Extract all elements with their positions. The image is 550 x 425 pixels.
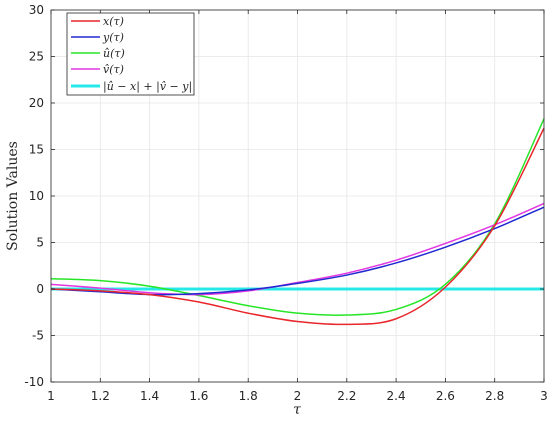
- legend-label-u-hat: û(τ): [103, 47, 125, 60]
- y-tick-label: 20: [29, 96, 44, 110]
- y-tick-label: 15: [29, 143, 44, 157]
- y-tick-label: -10: [24, 375, 44, 389]
- legend-label-y: y(τ): [102, 31, 124, 44]
- y-axis-label: Solution Values: [5, 141, 21, 251]
- legend-label-v-hat: v̂(τ): [103, 63, 124, 76]
- series-line-0: [50, 127, 545, 326]
- x-tick-label: 2.8: [485, 389, 504, 403]
- x-tick-label: 2: [294, 389, 302, 403]
- legend-label-x: x(τ): [103, 15, 124, 28]
- x-tick-label: 1.2: [91, 389, 110, 403]
- x-tick-label: 3: [540, 389, 548, 403]
- x-tick-label: 1.4: [140, 389, 159, 403]
- y-tick-label: 10: [29, 189, 44, 203]
- series-line-3: [50, 202, 545, 296]
- x-tick-label: 2.6: [436, 389, 455, 403]
- y-tick-label: 25: [29, 50, 44, 64]
- legend: x(τ) y(τ) û(τ) v̂(τ) |û − x| + |v̂ − y|: [66, 12, 195, 96]
- x-tick-label: 1: [47, 389, 55, 403]
- x-tick-label: 1.8: [239, 389, 258, 403]
- y-tick-label: -5: [32, 329, 44, 343]
- axis-ticks: [50, 9, 545, 383]
- legend-label-error: |û − x| + |v̂ − y|: [103, 80, 192, 94]
- series-line-2: [50, 118, 545, 316]
- legend-box: [66, 12, 195, 96]
- y-tick-labels: -10 -5 0 5 10 15 20 25 30: [24, 3, 44, 389]
- x-tick-labels: 1 1.2 1.4 1.6 1.8 2 2.2 2.4 2.6 2.8 3: [47, 389, 548, 403]
- x-tick-label: 2.2: [337, 389, 356, 403]
- y-tick-label: 5: [36, 236, 44, 250]
- x-tick-label: 2.4: [387, 389, 406, 403]
- y-tick-label: 0: [36, 282, 44, 296]
- series-line-1: [50, 206, 545, 296]
- x-axis-label: τ: [293, 402, 301, 418]
- y-tick-label: 30: [29, 3, 44, 17]
- x-tick-label: 1.6: [189, 389, 208, 403]
- series-group: [50, 118, 545, 326]
